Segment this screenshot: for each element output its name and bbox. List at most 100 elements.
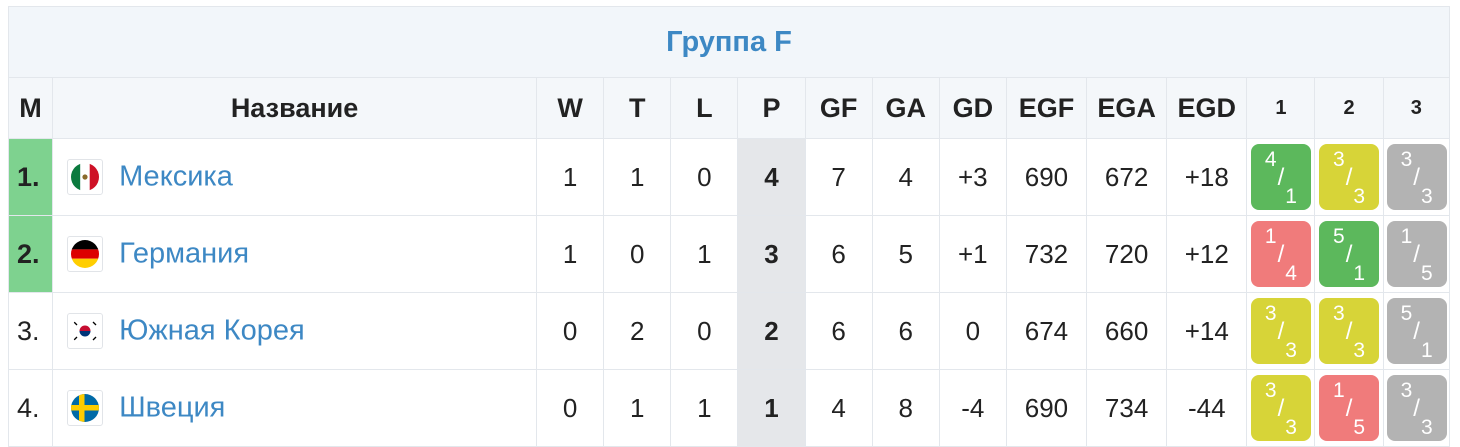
result-top: 5 bbox=[1400, 302, 1413, 325]
result-slash: / bbox=[1345, 318, 1353, 345]
goals-for-cell: 6 bbox=[804, 215, 873, 293]
result-slash: / bbox=[1413, 241, 1420, 268]
table-row: 1. Мексика 1 1 0 4 7 4 +3 690 672 +18 4/1 3/3 3/3 bbox=[7, 138, 1451, 216]
round-3-cell: 3/3 bbox=[1382, 138, 1451, 216]
position-cell: 1. bbox=[7, 138, 54, 216]
result-top: 1 bbox=[1400, 225, 1413, 248]
result-badge[interactable]: 1/5 bbox=[1386, 221, 1447, 287]
round-1-cell: 3/3 bbox=[1246, 369, 1316, 447]
sweden-flag-icon bbox=[67, 390, 104, 426]
result-badge[interactable]: 3/3 bbox=[1319, 298, 1380, 364]
goal-diff-cell: 0 bbox=[938, 292, 1007, 370]
ties-cell: 2 bbox=[603, 292, 672, 370]
result-top: 1 bbox=[1264, 225, 1277, 248]
team-link[interactable]: Швеция bbox=[119, 391, 226, 424]
result-badge[interactable]: 3/3 bbox=[1386, 144, 1447, 210]
result-badge[interactable]: 4/1 bbox=[1250, 144, 1311, 210]
header-round-3: 3 bbox=[1382, 77, 1451, 139]
result-top: 4 bbox=[1264, 148, 1277, 171]
result-bottom: 5 bbox=[1420, 262, 1433, 285]
result-top: 3 bbox=[1400, 148, 1413, 171]
position-cell: 3. bbox=[7, 292, 54, 370]
result-badge[interactable]: 1/5 bbox=[1319, 375, 1380, 441]
result-slash: / bbox=[1413, 395, 1420, 422]
result-badge[interactable]: 3/3 bbox=[1319, 144, 1380, 210]
header-gd: GD bbox=[938, 77, 1007, 139]
header-t: T bbox=[603, 77, 672, 139]
round-1-cell: 3/3 bbox=[1246, 292, 1316, 370]
team-cell: Мексика bbox=[52, 138, 538, 216]
result-bottom: 3 bbox=[1420, 416, 1433, 439]
result-top: 1 bbox=[1333, 379, 1345, 402]
wins-cell: 0 bbox=[536, 292, 605, 370]
egd-cell: +12 bbox=[1166, 215, 1248, 293]
ega-cell: 660 bbox=[1086, 292, 1168, 370]
points-cell: 1 bbox=[737, 369, 806, 447]
wins-cell: 1 bbox=[536, 138, 605, 216]
team-link[interactable]: Южная Корея bbox=[119, 314, 305, 347]
table-row: 4. Швеция 0 1 1 1 4 8 -4 690 734 -44 3/3 1/5 3/3 bbox=[7, 369, 1451, 447]
header-ga: GA bbox=[871, 77, 940, 139]
ties-cell: 1 bbox=[603, 138, 672, 216]
goal-diff-cell: -4 bbox=[938, 369, 1007, 447]
round-2-cell: 1/5 bbox=[1314, 369, 1384, 447]
result-top: 5 bbox=[1333, 225, 1345, 248]
ties-cell: 0 bbox=[603, 215, 672, 293]
result-bottom: 4 bbox=[1285, 262, 1297, 285]
group-standings: Группа F M Название W T L P GF GA GD EGF… bbox=[7, 6, 1451, 447]
goals-for-cell: 4 bbox=[804, 369, 873, 447]
round-2-cell: 3/3 bbox=[1314, 292, 1384, 370]
team-link[interactable]: Мексика bbox=[119, 160, 233, 193]
result-top: 3 bbox=[1264, 302, 1277, 325]
header-m: M bbox=[7, 77, 54, 139]
header-egd: EGD bbox=[1166, 77, 1248, 139]
result-slash: / bbox=[1277, 318, 1285, 345]
team-cell: Германия bbox=[52, 215, 538, 293]
result-slash: / bbox=[1277, 241, 1285, 268]
header-row: M Название W T L P GF GA GD EGF EGA EGD … bbox=[7, 77, 1451, 139]
group-title: Группа F bbox=[8, 6, 1450, 78]
round-3-cell: 3/3 bbox=[1382, 369, 1451, 447]
result-bottom: 1 bbox=[1285, 185, 1297, 208]
south-korea-flag-icon bbox=[67, 313, 104, 349]
header-w: W bbox=[536, 77, 605, 139]
points-cell: 4 bbox=[737, 138, 806, 216]
header-gf: GF bbox=[804, 77, 873, 139]
result-bottom: 3 bbox=[1353, 185, 1366, 208]
team-cell: Швеция bbox=[52, 369, 538, 447]
round-1-cell: 1/4 bbox=[1246, 215, 1316, 293]
goal-diff-cell: +3 bbox=[938, 138, 1007, 216]
team-link[interactable]: Германия bbox=[119, 237, 250, 270]
egd-cell: -44 bbox=[1166, 369, 1248, 447]
header-p: P bbox=[737, 77, 806, 139]
result-top: 3 bbox=[1264, 379, 1277, 402]
position-cell: 4. bbox=[7, 369, 54, 447]
round-2-cell: 3/3 bbox=[1314, 138, 1384, 216]
result-badge[interactable]: 3/3 bbox=[1250, 375, 1311, 441]
result-slash: / bbox=[1413, 164, 1420, 191]
round-1-cell: 4/1 bbox=[1246, 138, 1316, 216]
result-slash: / bbox=[1413, 318, 1420, 345]
result-bottom: 5 bbox=[1353, 416, 1366, 439]
losses-cell: 1 bbox=[670, 215, 739, 293]
result-badge[interactable]: 5/1 bbox=[1319, 221, 1380, 287]
wins-cell: 0 bbox=[536, 369, 605, 447]
result-badge[interactable]: 3/3 bbox=[1250, 298, 1311, 364]
result-badge[interactable]: 1/4 bbox=[1250, 221, 1311, 287]
goals-against-cell: 6 bbox=[871, 292, 940, 370]
result-top: 3 bbox=[1333, 148, 1345, 171]
goals-for-cell: 6 bbox=[804, 292, 873, 370]
result-slash: / bbox=[1277, 164, 1285, 191]
points-cell: 2 bbox=[737, 292, 806, 370]
mexico-flag-icon bbox=[67, 159, 104, 195]
egf-cell: 732 bbox=[1005, 215, 1088, 293]
round-3-cell: 5/1 bbox=[1382, 292, 1451, 370]
goal-diff-cell: +1 bbox=[938, 215, 1007, 293]
goals-against-cell: 8 bbox=[871, 369, 940, 447]
table-row: 2. Германия 1 0 1 3 6 5 +1 732 720 +12 1/4 5/1 1/5 bbox=[7, 215, 1451, 293]
germany-flag-icon bbox=[67, 236, 104, 272]
result-badge[interactable]: 5/1 bbox=[1386, 298, 1447, 364]
result-badge[interactable]: 3/3 bbox=[1386, 375, 1447, 441]
result-bottom: 3 bbox=[1285, 416, 1297, 439]
losses-cell: 0 bbox=[670, 138, 739, 216]
